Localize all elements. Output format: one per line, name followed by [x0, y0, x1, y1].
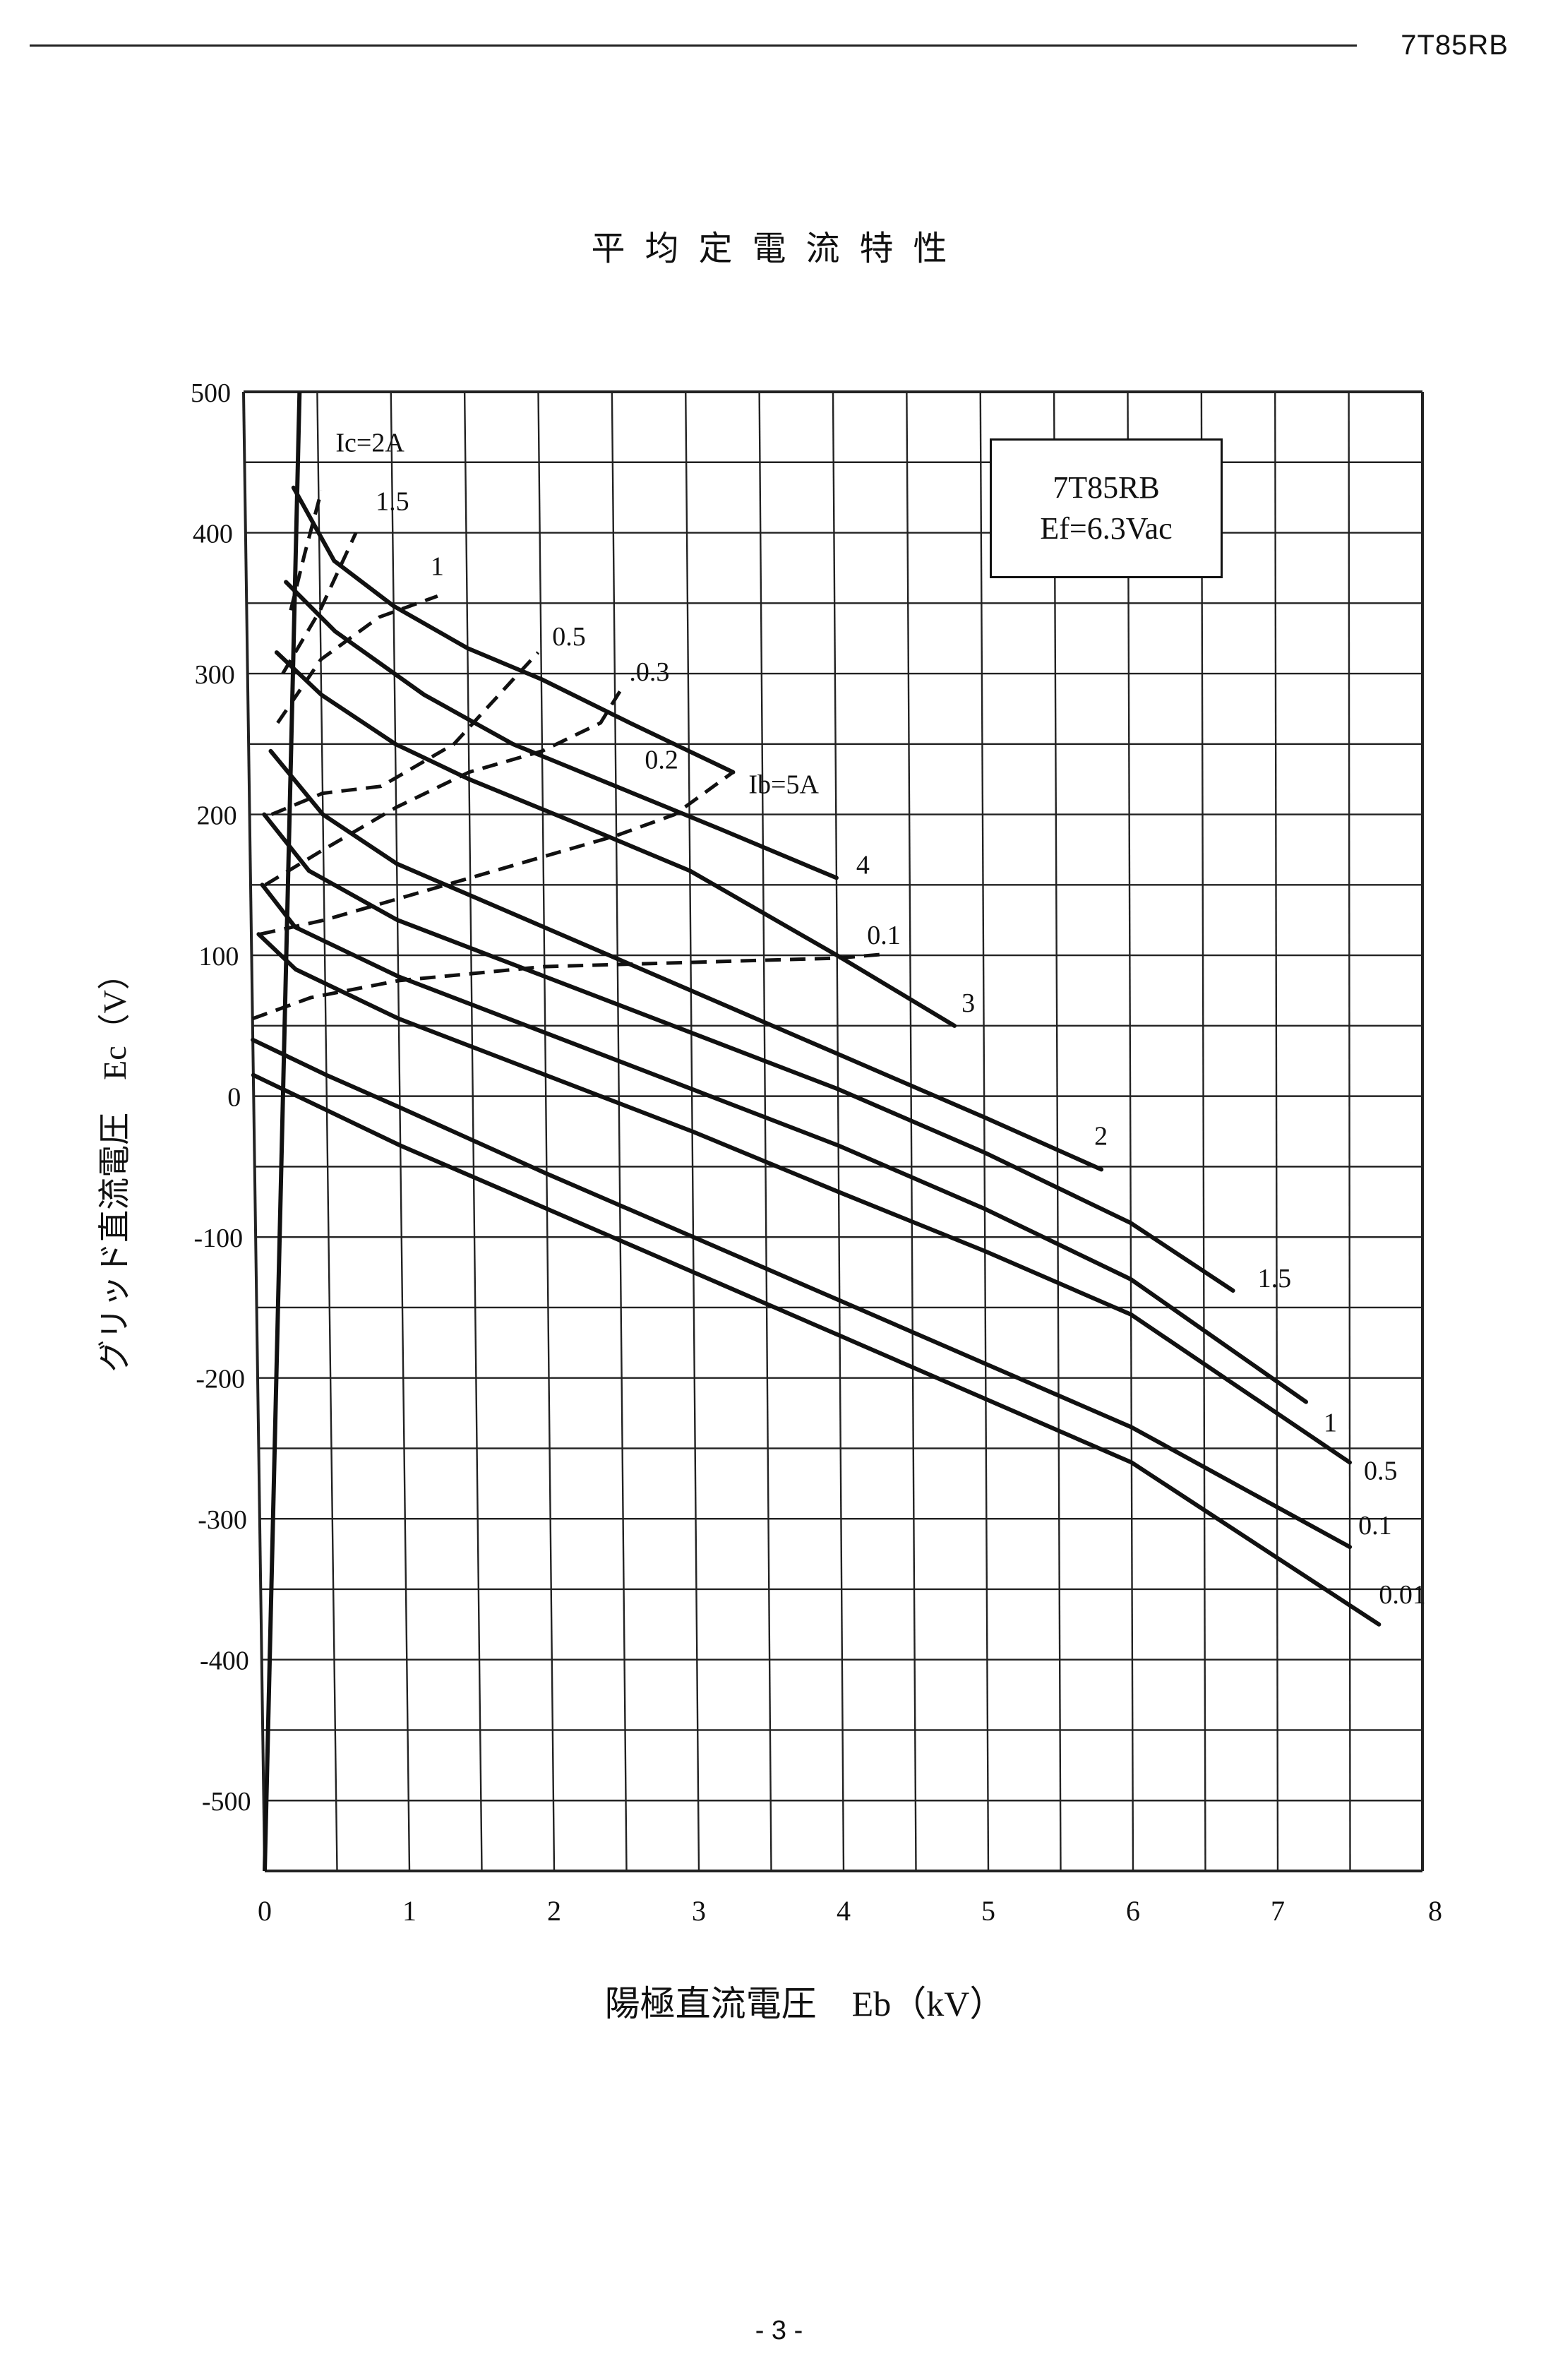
grid-vline — [758, 391, 772, 1872]
plate-current-line — [256, 932, 1352, 1465]
x-tick-label: 7 — [1271, 1895, 1285, 1927]
grid-vline — [611, 391, 628, 1872]
grid-vline — [1348, 391, 1351, 1872]
plate-current-line — [268, 748, 1104, 1172]
grid-vline — [463, 391, 483, 1872]
legend-box: 7T85RB Ef=6.3Vac — [990, 438, 1223, 578]
grid-current-line — [281, 532, 358, 675]
x-tick-label: 4 — [837, 1895, 851, 1927]
document-id: 7T85RB — [1401, 30, 1509, 61]
legend-tube-type: 7T85RB — [1053, 470, 1160, 505]
grid-current-label: 0.5 — [552, 622, 586, 652]
grid-vline — [1274, 391, 1279, 1872]
grid-current-label: 1.5 — [376, 487, 409, 517]
grid-vline — [242, 391, 266, 1872]
y-axis-title: グリッド直流電圧 Ec（V） — [97, 957, 133, 1373]
x-tick-label: 6 — [1126, 1895, 1140, 1927]
y-tick-label: 300 — [195, 660, 235, 690]
label-layer: 500 400 300 200 100 0 -100 -200 -300 -400 -500 0 1 2 3… — [191, 378, 1442, 1927]
plate-current-label: 0.1 — [1358, 1511, 1392, 1541]
grid-vline — [979, 391, 990, 1872]
plate-current-label: 2 — [1094, 1121, 1108, 1151]
grid-vline — [390, 391, 411, 1872]
page-number: - 3 - — [755, 2316, 803, 2345]
grid-current-line — [276, 594, 438, 724]
x-tick-label: 1 — [402, 1895, 417, 1927]
y-tick-label: -400 — [200, 1646, 249, 1676]
plate-current-line — [284, 580, 839, 880]
grid-vline — [316, 391, 338, 1872]
legend-filament-voltage: Ef=6.3Vac — [1040, 511, 1173, 546]
y-tick-label: 200 — [197, 801, 237, 831]
y-tick-label: 500 — [191, 378, 231, 408]
grid-current-label: 0.2 — [645, 746, 678, 775]
plate-current-label: 0.01 — [1379, 1580, 1426, 1610]
grid-current-line — [251, 952, 889, 1021]
boundary-line — [263, 391, 302, 1872]
plate-current-label: Ib=5A — [748, 770, 819, 800]
grid-current-line — [264, 686, 624, 887]
x-tick-label: 8 — [1428, 1895, 1442, 1927]
page-title: 平均定電流特性 — [591, 229, 967, 268]
grid-current-line — [270, 651, 540, 816]
grid-vline — [1127, 391, 1134, 1872]
y-tick-label: -100 — [193, 1224, 243, 1253]
x-tick-label: 2 — [547, 1895, 561, 1927]
plate-current-label: 1.5 — [1258, 1264, 1292, 1293]
x-axis-title: 陽極直流電圧 Eb（kV） — [605, 1984, 1005, 2023]
plate-current-label: 4 — [856, 850, 870, 880]
plate-current-line — [251, 1072, 1382, 1627]
grid-current-line — [289, 490, 323, 611]
y-tick-label: -500 — [202, 1787, 251, 1817]
grid-vline — [1200, 391, 1206, 1872]
x-tick-label: 5 — [981, 1895, 995, 1927]
y-tick-label: 100 — [198, 942, 239, 971]
grid-vline — [832, 391, 845, 1872]
plate-current-line — [291, 485, 736, 775]
plate-current-line — [260, 883, 1308, 1404]
y-tick-label: 400 — [193, 520, 233, 549]
grid-vline — [1053, 391, 1062, 1872]
grid-layer — [242, 390, 1424, 1872]
y-tick-label: -200 — [196, 1365, 245, 1394]
plate-current-line — [274, 650, 957, 1028]
grid-current-line — [259, 770, 734, 936]
series-layer — [251, 391, 1382, 1872]
plate-current-line — [262, 812, 1235, 1293]
header-rule — [30, 44, 1357, 47]
plate-current-label: 0.5 — [1364, 1456, 1398, 1485]
x-tick-label: 3 — [692, 1895, 706, 1927]
plate-current-label: 3 — [961, 988, 975, 1018]
plate-current-label: 1 — [1324, 1409, 1337, 1438]
grid-vline — [537, 391, 556, 1872]
y-tick-label: 0 — [227, 1083, 241, 1113]
plate-current-line — [251, 1037, 1353, 1550]
x-tick-label: 0 — [258, 1895, 272, 1927]
grid-current-label: 1 — [431, 551, 444, 581]
grid-current-label: Ic=2A — [335, 429, 405, 458]
grid-current-label: 0.1 — [867, 921, 901, 950]
y-tick-label: -300 — [198, 1505, 247, 1535]
grid-current-label: .0.3 — [629, 657, 669, 687]
grid-vline — [906, 391, 917, 1872]
